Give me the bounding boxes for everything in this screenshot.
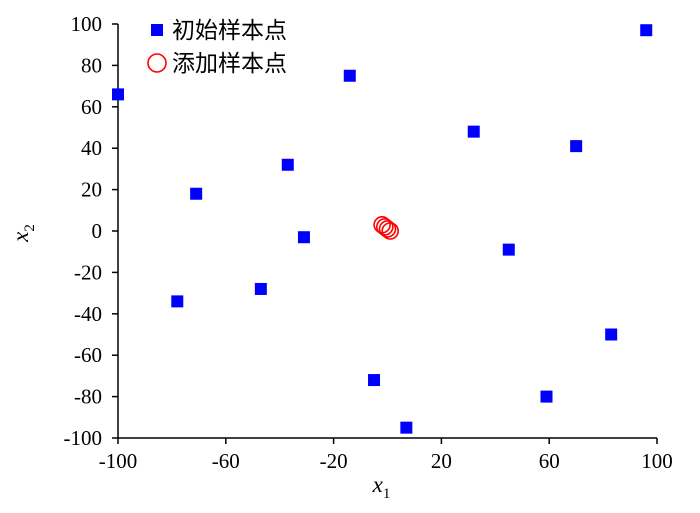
x-tick-label: 60	[539, 449, 560, 473]
y-axis-title-main: x	[8, 231, 33, 243]
data-point-square	[281, 158, 294, 171]
data-point-square	[297, 231, 310, 244]
data-point-square	[254, 282, 267, 295]
data-point-square	[343, 69, 356, 82]
y-tick-label: 100	[71, 12, 103, 36]
data-points	[112, 24, 653, 434]
data-point-square	[467, 125, 480, 138]
y-tick-label: 40	[81, 136, 102, 160]
x-tick-label: 20	[431, 449, 452, 473]
y-axis-title-subscript: 2	[22, 224, 38, 232]
data-point-circle	[381, 222, 399, 240]
y-tick-label: -80	[74, 385, 102, 409]
data-point-square	[540, 390, 553, 403]
y-tick-label: 20	[81, 178, 102, 202]
data-point-square	[400, 421, 413, 434]
y-tick-label: -40	[74, 302, 102, 326]
data-point-circle	[376, 218, 394, 236]
data-point-square	[171, 295, 184, 308]
tick-labels: -100 -60 -20 20 60 100 100 80 60 40 20 0 -20 -40 -60 -8…	[64, 12, 673, 473]
data-point-square	[570, 140, 583, 153]
y-tick-label: 60	[81, 95, 102, 119]
x-axis-title: x1	[372, 472, 391, 502]
legend-marker-square	[151, 24, 163, 36]
x-tick-label: 100	[641, 449, 673, 473]
data-point-square	[605, 328, 618, 341]
data-point-circle	[378, 220, 397, 238]
data-point-square	[112, 88, 124, 101]
x-axis-title-main: x	[372, 472, 384, 497]
y-tick-label: 0	[92, 219, 103, 243]
axes	[112, 23, 658, 444]
x-tick-label: -100	[99, 449, 138, 473]
data-point-square	[502, 243, 515, 256]
legend-label: 添加样本点	[172, 51, 287, 77]
x-tick-label: -60	[212, 449, 240, 473]
x-tick-label: -20	[320, 449, 348, 473]
y-axis-title: x2	[8, 224, 38, 243]
x-axis-title-subscript: 1	[383, 486, 391, 502]
legend-label: 初始样本点	[172, 18, 287, 44]
legend-marker-circle	[147, 53, 167, 73]
data-point-square	[368, 374, 381, 387]
data-point-square	[190, 187, 203, 200]
y-tick-label: 80	[81, 53, 102, 77]
data-point-square	[640, 24, 653, 37]
y-tick-label: -100	[64, 426, 103, 450]
y-tick-label: -60	[74, 343, 102, 367]
y-tick-label: -20	[74, 260, 102, 284]
